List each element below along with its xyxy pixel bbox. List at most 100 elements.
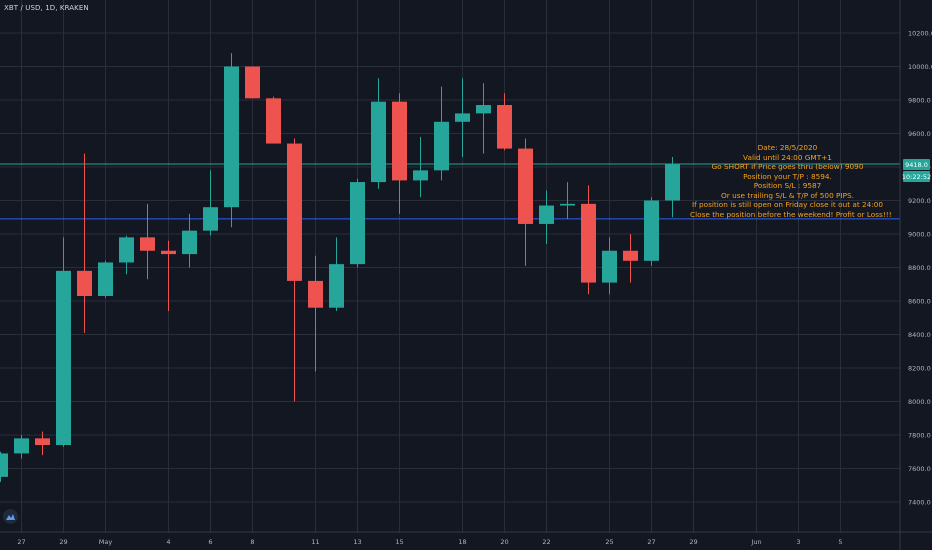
y-tick-label: 8000.0 bbox=[908, 398, 931, 406]
candle-body bbox=[518, 148, 533, 224]
y-tick-label: 8600.0 bbox=[908, 298, 931, 306]
x-tick-label: 8 bbox=[250, 538, 254, 546]
price-axis[interactable]: 7400.0 7600.0 7800.0 8000.0 8200.0 8400.0 8600… bbox=[908, 30, 932, 507]
candle[interactable] bbox=[329, 237, 344, 312]
candle-body bbox=[266, 98, 281, 144]
y-tick-label: 7800.0 bbox=[908, 432, 931, 440]
candle[interactable] bbox=[434, 86, 449, 181]
candle-body bbox=[665, 163, 680, 201]
last-price-badge-bg bbox=[903, 159, 930, 170]
candle[interactable] bbox=[581, 185, 596, 295]
x-tick-label: May bbox=[99, 538, 113, 546]
candles[interactable] bbox=[0, 53, 680, 482]
candle[interactable] bbox=[140, 203, 155, 280]
x-tick-label: 4 bbox=[166, 538, 170, 546]
x-tick-label: 25 bbox=[605, 538, 613, 546]
candle[interactable] bbox=[392, 93, 407, 214]
annotation-line: Position S/L : 9587 bbox=[753, 181, 822, 190]
candle[interactable] bbox=[308, 255, 323, 372]
candle-body bbox=[497, 105, 512, 149]
trade-annotation[interactable]: Date: 28/5/2020 Valid until 24:00 GMT+1 … bbox=[690, 143, 892, 219]
x-tick-label: 13 bbox=[353, 538, 361, 546]
candle[interactable] bbox=[287, 138, 302, 402]
annotation-line: If position is still open on Friday clos… bbox=[691, 200, 884, 209]
candle-body bbox=[476, 105, 491, 114]
candle[interactable] bbox=[119, 235, 134, 275]
y-tick-label: 9800.0 bbox=[908, 97, 931, 105]
candle-body bbox=[0, 453, 8, 477]
candle-body bbox=[161, 250, 176, 255]
x-tick-label: 22 bbox=[542, 538, 550, 546]
candle[interactable] bbox=[161, 240, 176, 312]
candle[interactable] bbox=[224, 53, 239, 228]
candle[interactable] bbox=[371, 78, 386, 189]
candle[interactable] bbox=[182, 213, 197, 268]
candle[interactable] bbox=[476, 83, 491, 154]
candle[interactable] bbox=[644, 197, 659, 266]
candle[interactable] bbox=[602, 237, 617, 295]
candle[interactable] bbox=[245, 66, 260, 99]
x-tick-label: Jun bbox=[750, 538, 761, 546]
candle[interactable] bbox=[623, 234, 638, 283]
candle-body bbox=[350, 182, 365, 265]
y-tick-label: 10000.0 bbox=[908, 63, 932, 71]
candle[interactable] bbox=[413, 136, 428, 198]
candle-body bbox=[329, 264, 344, 308]
x-tick-label: 15 bbox=[395, 538, 403, 546]
chart-title: XBT / USD, 1D, KRAKEN bbox=[4, 4, 89, 12]
candle-body bbox=[371, 101, 386, 183]
annotation-line: Date: 28/5/2020 bbox=[757, 143, 818, 152]
last-price-badge: 9418.0 bbox=[905, 161, 928, 169]
mountain-icon bbox=[6, 514, 15, 520]
candle-body bbox=[56, 270, 71, 446]
horizontal-price-lines[interactable] bbox=[0, 163, 900, 220]
countdown-badge: 10:22:52 bbox=[902, 173, 931, 181]
candle[interactable] bbox=[0, 451, 8, 482]
x-tick-label: 29 bbox=[59, 538, 67, 546]
candle-body bbox=[203, 207, 218, 231]
candle-body bbox=[455, 113, 470, 122]
candle[interactable] bbox=[665, 156, 680, 218]
grid-lines bbox=[0, 0, 900, 532]
time-axis[interactable]: 27 29 May 4 6 8 11 13 15 18 20 22 25 27 29 Jun 3 5 bbox=[17, 538, 842, 546]
candle-body bbox=[245, 66, 260, 99]
tradingview-logo-icon[interactable] bbox=[3, 509, 18, 524]
annotation-line: Close the position before the weekend! P… bbox=[690, 209, 892, 219]
annotation-line: Go SHORT if Price goes thru (below) 9090 bbox=[711, 162, 864, 171]
y-tick-label: 9000.0 bbox=[908, 231, 931, 239]
candle-body bbox=[413, 170, 428, 181]
candle[interactable] bbox=[350, 178, 365, 268]
candle[interactable] bbox=[35, 431, 50, 456]
candle-body bbox=[35, 438, 50, 446]
x-tick-label: 18 bbox=[458, 538, 466, 546]
x-tick-label: 29 bbox=[689, 538, 697, 546]
candle[interactable] bbox=[14, 435, 29, 459]
y-tick-label: 7400.0 bbox=[908, 499, 931, 507]
candle[interactable] bbox=[455, 78, 470, 157]
candle[interactable] bbox=[539, 190, 554, 245]
candle[interactable] bbox=[518, 138, 533, 266]
candle-body bbox=[182, 230, 197, 255]
price-badges: 9418.0 10:22:52 bbox=[902, 159, 931, 182]
y-tick-label: 8200.0 bbox=[908, 365, 931, 373]
candle[interactable] bbox=[98, 260, 113, 298]
candle[interactable] bbox=[497, 93, 512, 151]
candle-body bbox=[77, 270, 92, 296]
candle[interactable] bbox=[203, 170, 218, 236]
candle-body bbox=[224, 66, 239, 208]
candle-body bbox=[539, 205, 554, 224]
y-tick-label: 9600.0 bbox=[908, 130, 931, 138]
annotation-line: Position your T/P : 8594. bbox=[743, 171, 832, 181]
candle[interactable] bbox=[56, 237, 71, 447]
candle[interactable] bbox=[560, 182, 575, 219]
annotation-line: Valid until 24:00 GMT+1 bbox=[743, 152, 832, 162]
countdown-badge-bg bbox=[903, 171, 930, 182]
y-tick-label: 9200.0 bbox=[908, 197, 931, 205]
candle-body bbox=[308, 280, 323, 308]
x-tick-label: 27 bbox=[17, 538, 25, 546]
y-tick-label: 10200.0 bbox=[908, 30, 932, 38]
candle[interactable] bbox=[77, 153, 92, 333]
y-tick-label: 8800.0 bbox=[908, 264, 931, 272]
candle[interactable] bbox=[266, 96, 281, 144]
